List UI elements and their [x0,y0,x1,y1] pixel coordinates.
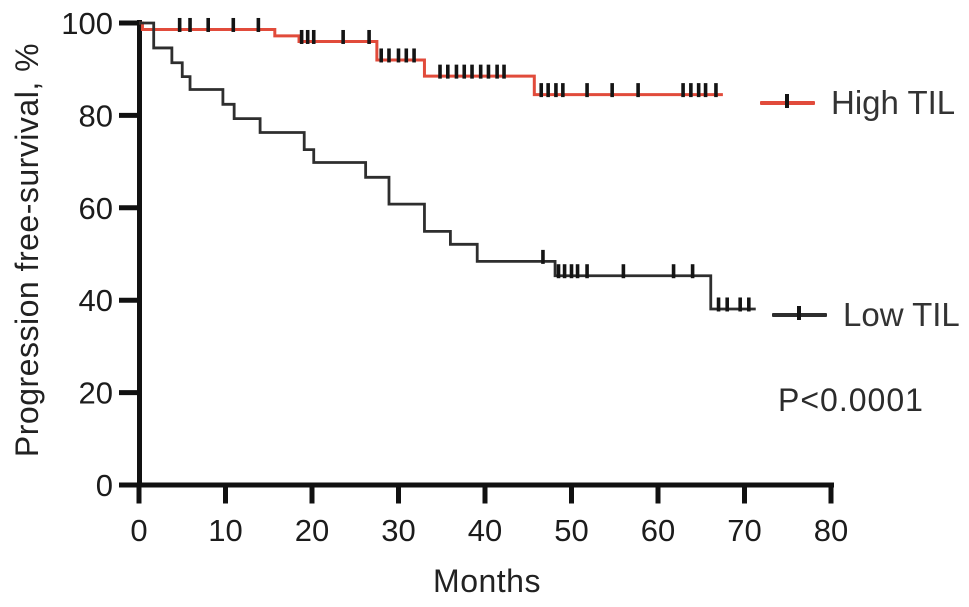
x-tick-label-80: 80 [814,513,848,548]
low-til-curve [139,21,756,311]
x-tick-label-10: 10 [208,513,242,548]
y-tick-label-100: 100 [61,6,113,41]
y-tick-label-40: 40 [79,283,113,318]
x-tick-label-70: 70 [727,513,761,548]
low-til-legend-marker-icon [772,306,827,323]
y-tick-label-80: 80 [79,98,113,133]
censor-tick-icon [785,94,789,108]
x-tick-label-50: 50 [554,513,588,548]
y-tick-label-60: 60 [79,191,113,226]
x-tick-label-60: 60 [641,513,675,548]
y-tick-label-20: 20 [79,376,113,411]
x-axis-title: Months [433,563,541,599]
legend-item-low-til: Low TIL [772,296,960,333]
y-tick-label-0: 0 [96,468,113,503]
y-axis-title: Progression free-survival, % [9,42,45,458]
x-tick-label-40: 40 [468,513,502,548]
legend-item-high-til: High TIL [760,84,956,121]
x-tick-label-0: 0 [130,513,147,548]
legend-label-high-til: High TIL [831,84,956,121]
high-til-curve [139,21,723,97]
x-tick-label-30: 30 [381,513,415,548]
p-value-annotation: P<0.0001 [778,382,924,418]
censor-tick-icon [797,306,801,320]
legend-label-low-til: Low TIL [843,296,960,333]
x-tick-label-20: 20 [295,513,329,548]
high-til-legend-marker-icon [760,94,815,111]
